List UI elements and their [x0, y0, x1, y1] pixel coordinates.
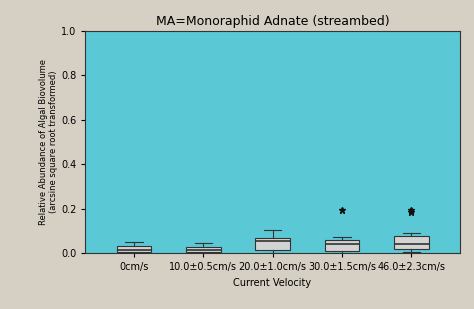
PathPatch shape: [186, 247, 220, 252]
PathPatch shape: [394, 235, 428, 249]
PathPatch shape: [325, 240, 359, 251]
X-axis label: Current Velocity: Current Velocity: [234, 278, 311, 288]
PathPatch shape: [255, 238, 290, 250]
PathPatch shape: [117, 246, 151, 252]
Y-axis label: Relative Abundance of Algal Biovolume
(arcsine square root transformed): Relative Abundance of Algal Biovolume (a…: [39, 59, 58, 225]
Title: MA=Monoraphid Adnate (streambed): MA=Monoraphid Adnate (streambed): [156, 15, 389, 28]
